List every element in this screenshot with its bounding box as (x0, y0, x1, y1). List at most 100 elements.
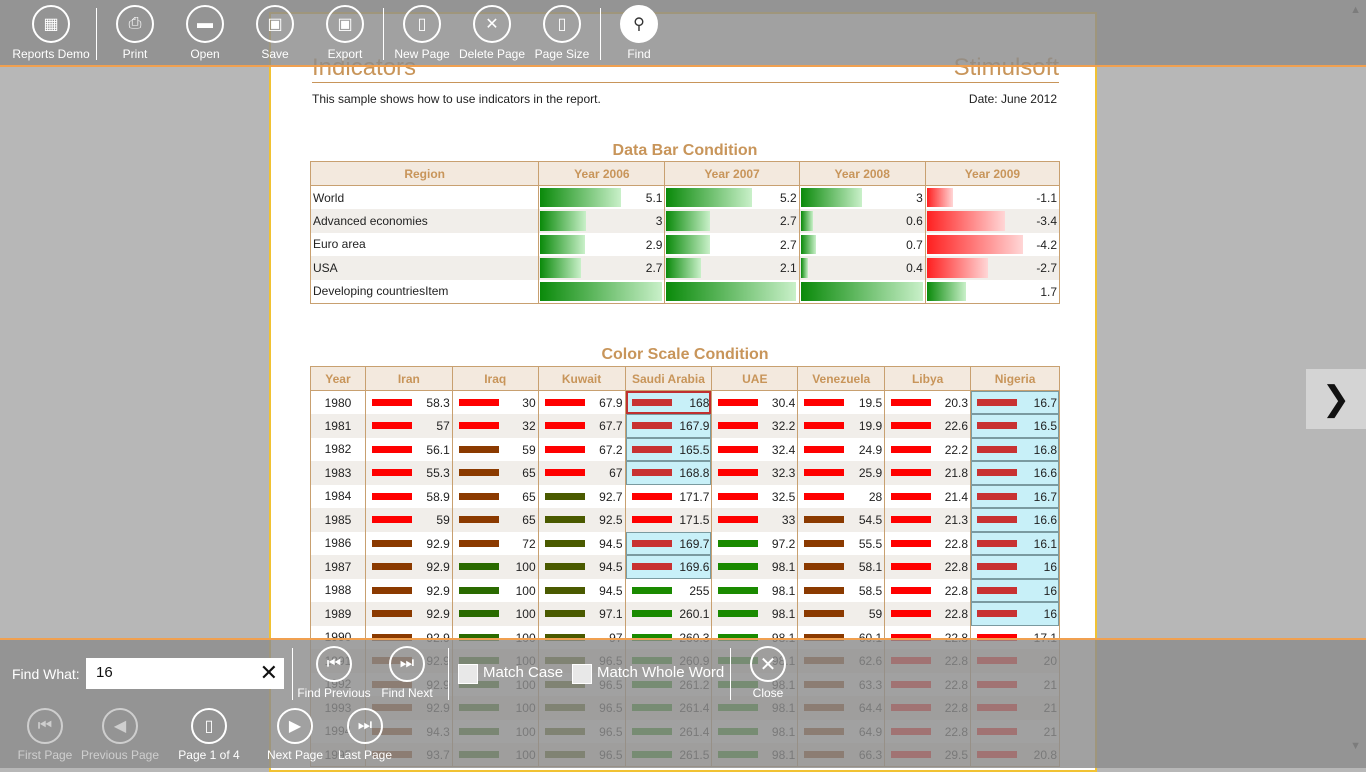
color-scale-bar (718, 469, 759, 476)
colorscale-value: 55.3 (426, 466, 450, 480)
next-page-button[interactable]: ▶ Next Page (262, 708, 328, 762)
reports-demo-button[interactable]: ▦ Reports Demo (11, 0, 91, 67)
colorscale-value: 30.4 (771, 396, 796, 410)
colorscale-cell: 92.9 (364, 602, 453, 626)
colorscale-value: 32.4 (771, 442, 796, 457)
color-scale-bar (891, 539, 932, 547)
colorscale-cell: 92.5 (537, 508, 626, 532)
colorscale-cell: 32.2 (711, 414, 799, 438)
colorscale-value: 58.5 (858, 583, 883, 598)
colorscale-value: 19.5 (858, 396, 883, 410)
colorscale-cell: 16.7 (970, 484, 1060, 508)
close-icon: ✕ (750, 646, 786, 682)
colorscale-value: 100 (515, 583, 536, 598)
new-page-button[interactable]: ▯ New Page (382, 0, 462, 67)
year-cell: 1984 (310, 484, 366, 508)
colorscale-value: 65 (522, 513, 536, 527)
match-whole-word-label: Match Whole Word (597, 664, 725, 681)
color-scale-bar (804, 633, 845, 641)
colorscale-row: 1988 92.9 100 94.5 255 98.1 58.5 22.8 16 (310, 578, 1060, 602)
color-scale-bar (804, 422, 845, 429)
colorscale-table: Year Iran Iraq Kuwait Saudi Arabia UAE Venezue… (310, 366, 1060, 767)
colorscale-header: Saudi Arabia (624, 366, 713, 391)
colorscale-value: 58.1 (858, 560, 883, 574)
colorscale-cell: 22.2 (884, 437, 972, 461)
print-label: Print (122, 47, 148, 61)
close-label: Close (752, 686, 784, 700)
colorscale-value: 33 (781, 513, 796, 527)
databar-cell: -4.2 (924, 232, 1061, 256)
match-case-checkbox[interactable] (458, 664, 478, 684)
colorscale-value: 20.3 (944, 396, 969, 410)
colorscale-cell: 100 (451, 602, 539, 626)
report-date: Date: June 2012 (968, 92, 1057, 106)
color-scale-bar (891, 633, 932, 641)
colorscale-value: 98.1 (771, 583, 796, 598)
close-find-button[interactable]: ✕ Close (740, 646, 796, 700)
clear-icon[interactable]: ✕ (259, 660, 278, 685)
delete-page-button[interactable]: ✕ Delete Page (452, 0, 532, 67)
match-whole-word-checkbox[interactable] (572, 664, 592, 684)
print-button[interactable]: ⎙ Print (95, 0, 175, 67)
color-scale-bar (891, 563, 932, 570)
app-bar-top: ▦ Reports Demo ⎙ Print ▬ Open ▣ Save ▣ E… (0, 0, 1366, 67)
save-label: Save (261, 47, 289, 61)
databar-value: 0.4 (906, 261, 923, 275)
colorscale-value: 92.5 (599, 513, 623, 527)
page-indicator-button[interactable]: ▯ Page 1 of 4 (176, 708, 242, 762)
colorscale-cell: 100 (451, 555, 539, 579)
folder-icon: ▬ (186, 5, 224, 43)
colorscale-value: 21.4 (944, 489, 969, 504)
next-page-arrow-icon[interactable]: ❯ (1306, 369, 1366, 429)
color-scale-bar (891, 516, 932, 523)
colorscale-row: 1983 55.3 65 67 168.8 32.3 25.9 21.8 16.6 (310, 461, 1060, 485)
last-page-label: Last Page (337, 748, 393, 762)
colorscale-value: 59 (436, 513, 450, 527)
colorscale-value: 22.6 (944, 419, 969, 433)
color-scale-bar (458, 492, 499, 500)
previous-page-button[interactable]: ◀ Previous Page (80, 708, 160, 762)
color-scale-bar (804, 516, 845, 523)
save-button[interactable]: ▣ Save (235, 0, 315, 67)
colorscale-value: 25.9 (858, 466, 883, 480)
color-scale-bar (718, 492, 759, 500)
bottom-separator (292, 648, 293, 700)
color-scale-bar (544, 492, 585, 500)
data-bar (666, 188, 753, 207)
find-input[interactable]: 16 ✕ (86, 658, 284, 689)
color-scale-bar (804, 492, 845, 500)
colorscale-value: 72 (522, 536, 536, 551)
color-scale-bar (631, 469, 672, 476)
open-button[interactable]: ▬ Open (165, 0, 245, 67)
data-bar (926, 211, 1005, 231)
first-page-button[interactable]: ⏮ First Page (12, 708, 78, 762)
colorscale-value: 167.9 (679, 419, 710, 433)
color-scale-bar (631, 445, 672, 453)
color-scale-bar (631, 563, 672, 570)
colorscale-cell: 59 (797, 602, 886, 626)
databar-cell: -2.7 (924, 256, 1061, 280)
color-scale-bar (544, 445, 585, 453)
export-button[interactable]: ▣ Export (305, 0, 385, 67)
colorscale-value: 30 (522, 396, 536, 410)
title-divider (312, 82, 1059, 83)
previous-page-label: Previous Page (80, 748, 160, 762)
colorscale-value: 54.5 (858, 513, 883, 527)
colorscale-value: 94.5 (599, 560, 623, 574)
find-next-button[interactable]: ⏭ Find Next (374, 646, 440, 700)
colorscale-value: 168 (689, 396, 710, 410)
find-previous-button[interactable]: ⏮ Find Previous (296, 646, 372, 700)
databar-value: 3 (916, 191, 923, 205)
color-scale-bar (977, 586, 1018, 594)
data-bar (540, 234, 586, 254)
color-scale-bar (544, 633, 585, 641)
colorscale-cell: 98.1 (711, 602, 799, 626)
last-page-button[interactable]: ⏭ Last Page (333, 708, 397, 762)
colorscale-value: 21.8 (944, 466, 969, 480)
colorscale-cell: 22.8 (884, 602, 972, 626)
page-size-button[interactable]: ▯ Page Size (522, 0, 602, 67)
find-button[interactable]: ⚲ Find (599, 0, 679, 67)
colorscale-value: 22.8 (944, 536, 969, 551)
colorscale-cell: 25.9 (797, 461, 886, 485)
reports-demo-label: Reports Demo (12, 47, 90, 61)
